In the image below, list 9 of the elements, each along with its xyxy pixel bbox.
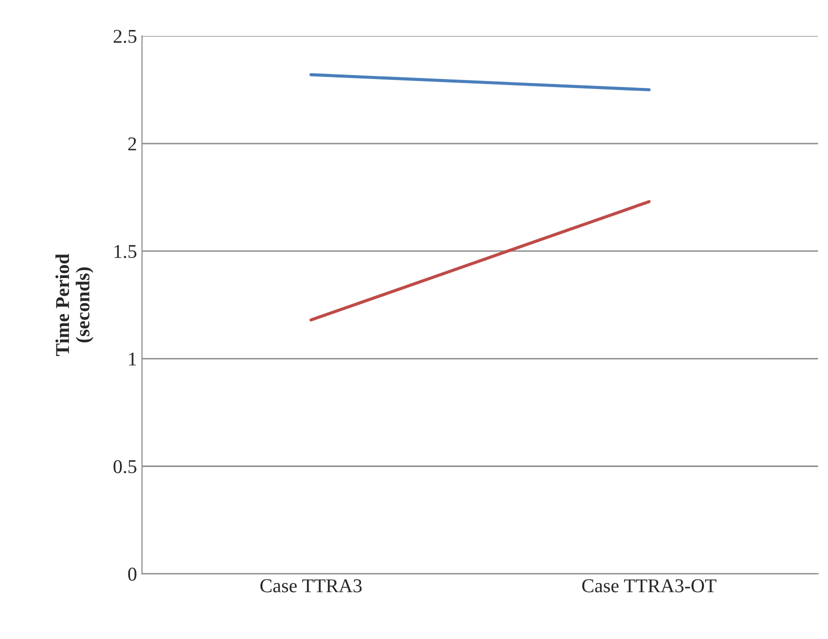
- y-tick-label: 0.5: [114, 460, 136, 474]
- y-tick-label: 0: [128, 568, 136, 581]
- y-axis-title: Time Period (seconds): [55, 254, 94, 356]
- y-tick-label: 1.5: [114, 245, 136, 258]
- y-tick-label: 1: [129, 352, 136, 366]
- y-tick-label: 2: [128, 137, 136, 150]
- y-tick-label: 2.5: [114, 30, 136, 43]
- x-tick-label: Case TTRA3: [260, 579, 362, 592]
- x-tick-label: Case TTRA3-OT: [582, 579, 716, 592]
